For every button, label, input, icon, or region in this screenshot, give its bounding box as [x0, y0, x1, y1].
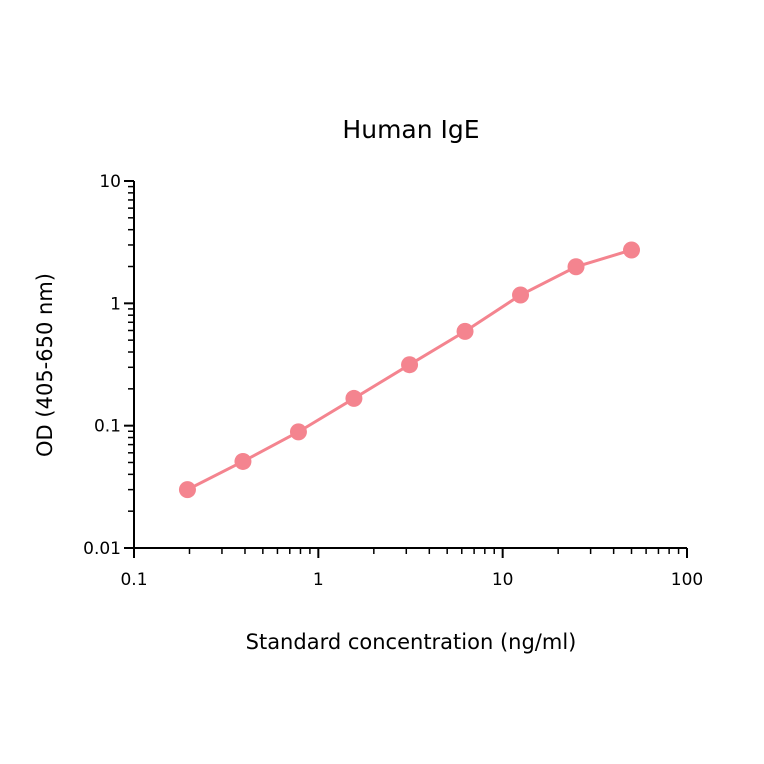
data-point [289, 423, 307, 441]
y-axis-ticks: 0.01 0.1 1 10 [83, 172, 134, 559]
y-axis-label: OD (405-650 nm) [33, 273, 57, 457]
x-axis-label: Standard concentration (ng/ml) [246, 630, 577, 654]
x-tick-label: 1 [313, 570, 324, 590]
x-tick-label: 10 [492, 570, 514, 590]
data-point [178, 481, 196, 499]
y-tick-label: 0.01 [83, 539, 121, 559]
data-point [512, 286, 530, 304]
data-point [623, 241, 641, 259]
chart-title: Human IgE [342, 115, 479, 144]
data-series [178, 241, 641, 499]
data-point [401, 356, 419, 374]
data-point [567, 258, 585, 276]
x-tick-label: 0.1 [120, 570, 147, 590]
data-point [234, 452, 252, 470]
x-axis-ticks: 0.1 1 10 100 [120, 548, 703, 590]
axes [133, 181, 687, 549]
data-point [345, 389, 363, 407]
y-tick-label: 1 [110, 294, 121, 314]
y-tick-label: 0.1 [94, 417, 121, 437]
y-tick-label: 10 [99, 172, 121, 192]
x-tick-label: 100 [671, 570, 703, 590]
data-point [456, 322, 474, 340]
